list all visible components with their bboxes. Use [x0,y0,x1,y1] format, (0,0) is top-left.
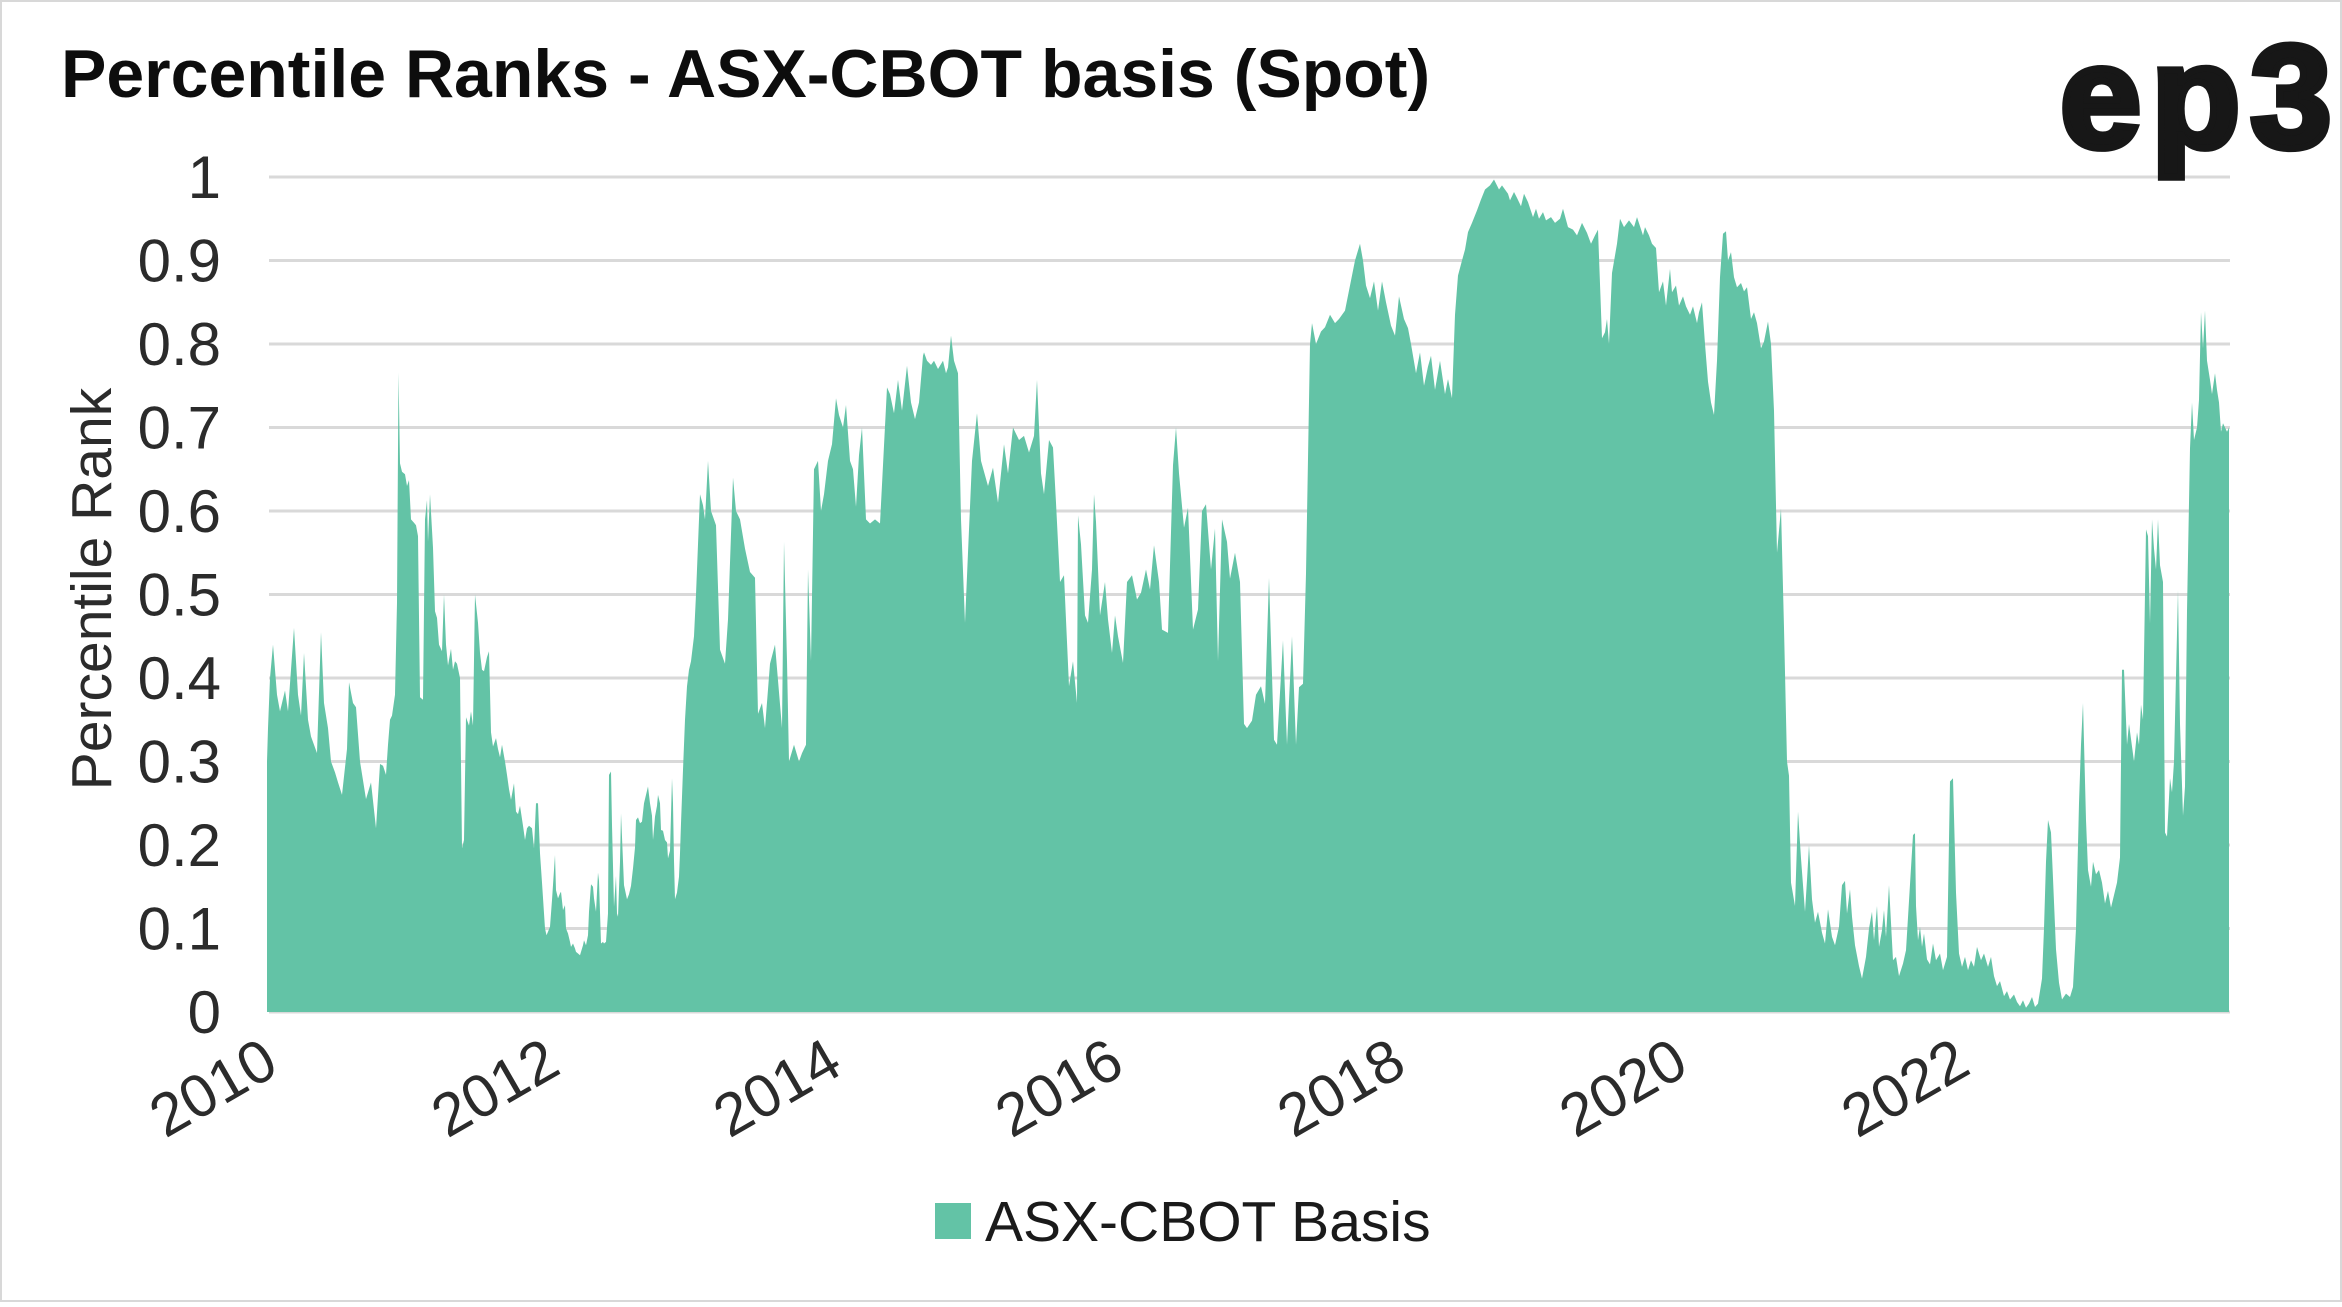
svg-text:Percentile Rank: Percentile Rank [60,387,124,790]
svg-text:0.2: 0.2 [138,812,221,879]
svg-text:0.1: 0.1 [138,896,221,963]
svg-text:0.4: 0.4 [138,645,221,712]
svg-text:ep3: ep3 [2060,15,2342,178]
svg-text:0.7: 0.7 [138,395,221,462]
svg-text:0.3: 0.3 [138,729,221,796]
svg-text:Percentile Ranks - ASX-CBOT ba: Percentile Ranks - ASX-CBOT basis (Spot) [61,36,1430,112]
svg-text:1: 1 [188,144,221,211]
svg-text:0.5: 0.5 [138,562,221,629]
svg-text:0.9: 0.9 [138,228,221,295]
svg-text:0.8: 0.8 [138,311,221,378]
svg-text:0.6: 0.6 [138,478,221,545]
svg-text:0: 0 [188,979,221,1046]
svg-text:ASX-CBOT Basis: ASX-CBOT Basis [985,1190,1431,1254]
